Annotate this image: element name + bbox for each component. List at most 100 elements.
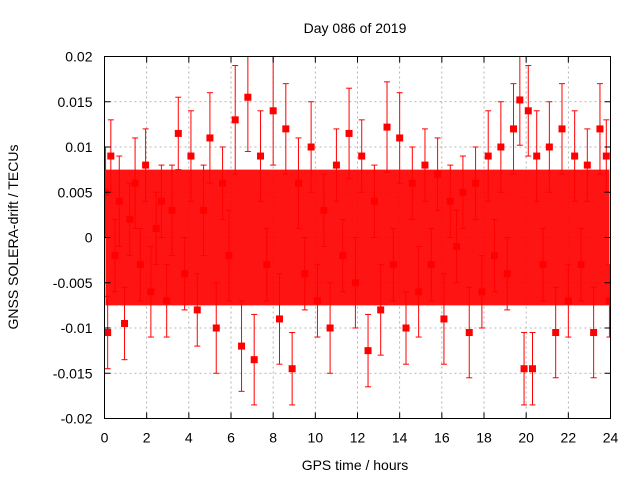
data-point bbox=[301, 270, 309, 278]
x-tick-label: 22 bbox=[561, 430, 577, 446]
data-point bbox=[288, 365, 296, 373]
y-tick-label: 0 bbox=[85, 230, 93, 246]
data-point bbox=[219, 179, 227, 187]
data-point bbox=[524, 107, 532, 115]
data-point bbox=[358, 152, 366, 160]
data-point bbox=[345, 129, 353, 137]
data-point bbox=[528, 365, 536, 373]
data-point bbox=[446, 197, 454, 205]
data-point bbox=[459, 188, 467, 196]
data-point bbox=[472, 179, 480, 187]
data-point bbox=[147, 288, 155, 296]
data-point bbox=[558, 125, 566, 133]
y-tick-label: 0.01 bbox=[65, 139, 92, 155]
x-tick-label: 8 bbox=[269, 430, 277, 446]
data-point bbox=[552, 329, 560, 337]
data-point bbox=[244, 93, 252, 101]
data-point bbox=[163, 297, 171, 305]
data-point bbox=[497, 143, 505, 151]
data-point bbox=[590, 329, 598, 337]
data-point bbox=[263, 261, 271, 269]
data-point bbox=[402, 324, 410, 332]
data-point bbox=[503, 270, 511, 278]
y-tick-label: -0.005 bbox=[53, 275, 93, 291]
data-point bbox=[275, 315, 283, 323]
data-point bbox=[212, 324, 220, 332]
y-tick-labels: -0.02 -0.015 -0.01 -0.005 0 0.005 0.01 0.015 0.0… bbox=[53, 49, 93, 427]
data-point bbox=[231, 116, 239, 124]
y-axis-label: GNSS SOLERA-drift / TECUs bbox=[5, 145, 21, 330]
data-point bbox=[453, 243, 461, 251]
data-point bbox=[206, 134, 214, 142]
data-point bbox=[126, 215, 134, 223]
data-point bbox=[238, 342, 246, 350]
data-point bbox=[605, 297, 611, 305]
y-tick-label: -0.015 bbox=[53, 365, 93, 381]
data-point bbox=[408, 179, 416, 187]
data-point bbox=[187, 152, 195, 160]
data-point bbox=[510, 125, 518, 133]
data-point bbox=[516, 96, 524, 104]
data-point bbox=[434, 170, 442, 178]
data-point bbox=[225, 252, 233, 260]
data-point bbox=[136, 261, 144, 269]
data-point bbox=[564, 297, 572, 305]
data-point bbox=[313, 297, 321, 305]
data-point bbox=[282, 125, 290, 133]
y-tick-label: -0.02 bbox=[61, 411, 93, 427]
data-point bbox=[320, 206, 328, 214]
data-point bbox=[602, 152, 610, 160]
x-tick-label: 2 bbox=[143, 430, 151, 446]
data-point bbox=[389, 261, 397, 269]
data-point bbox=[440, 315, 448, 323]
data-point bbox=[351, 279, 359, 287]
x-tick-label: 18 bbox=[476, 430, 492, 446]
data-point bbox=[370, 197, 378, 205]
data-point bbox=[111, 252, 119, 260]
data-point bbox=[396, 134, 404, 142]
y-tick-label: 0.005 bbox=[57, 184, 92, 200]
data-point bbox=[193, 306, 201, 314]
data-point bbox=[152, 224, 160, 232]
data-point bbox=[115, 197, 123, 205]
x-tick-label: 6 bbox=[227, 430, 235, 446]
data-point bbox=[577, 261, 585, 269]
data-point bbox=[421, 161, 429, 169]
data-point bbox=[121, 319, 129, 327]
data-point bbox=[257, 152, 265, 160]
data-point bbox=[491, 252, 499, 260]
data-point bbox=[339, 252, 347, 260]
data-point bbox=[545, 143, 553, 151]
axis-ticks bbox=[104, 56, 611, 419]
x-tick-label: 20 bbox=[518, 430, 534, 446]
y-tick-label: -0.01 bbox=[61, 320, 93, 336]
data-point bbox=[200, 206, 208, 214]
data-point bbox=[377, 306, 385, 314]
data-point bbox=[484, 152, 492, 160]
data-point bbox=[326, 324, 334, 332]
data-point bbox=[383, 123, 391, 131]
chart-title: Day 086 of 2019 bbox=[304, 20, 407, 36]
data-point bbox=[107, 152, 115, 160]
x-tick-label: 14 bbox=[392, 430, 408, 446]
x-tick-label: 24 bbox=[603, 430, 619, 446]
x-tick-label: 12 bbox=[350, 430, 366, 446]
data-point bbox=[465, 329, 473, 337]
data-point bbox=[250, 356, 258, 364]
x-axis-label: GPS time / hours bbox=[302, 457, 409, 473]
data-point bbox=[104, 329, 112, 337]
x-tick-labels: 0 2 4 6 8 10 12 14 16 18 20 22 24 bbox=[101, 430, 619, 446]
data-point bbox=[415, 288, 423, 296]
data-point bbox=[174, 129, 182, 137]
data-point bbox=[539, 261, 547, 269]
data-point bbox=[520, 365, 528, 373]
y-tick-label: 0.015 bbox=[57, 94, 92, 110]
data-point bbox=[168, 206, 176, 214]
data-point bbox=[533, 152, 541, 160]
data-point bbox=[307, 143, 315, 151]
data-point bbox=[364, 347, 372, 355]
x-tick-label: 0 bbox=[101, 430, 109, 446]
data-point bbox=[157, 197, 165, 205]
data-layer bbox=[104, 56, 611, 406]
data-point bbox=[131, 179, 139, 187]
